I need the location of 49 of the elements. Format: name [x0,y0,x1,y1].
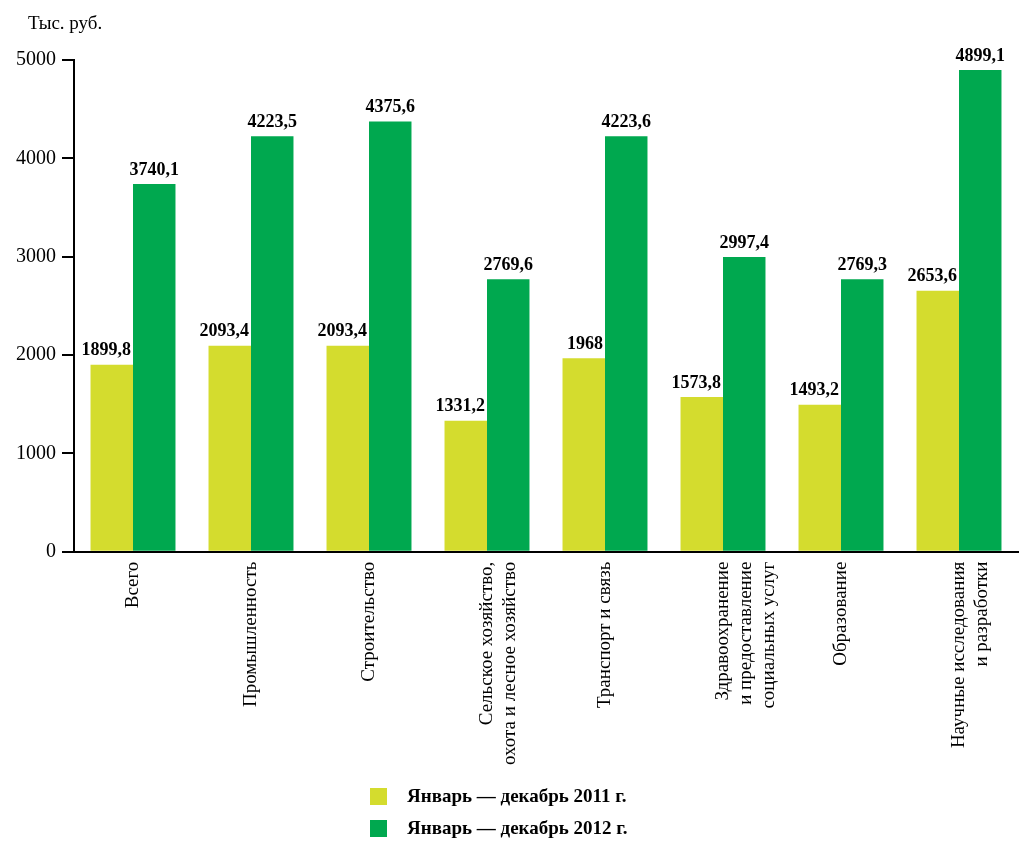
y-tick-label: 3000 [16,243,56,266]
x-tick-label: Научные исследования и разработки [946,561,991,749]
x-tick-label: Здравоохранение и предоставление социальных услуг [710,561,778,709]
bar [841,279,884,551]
x-tick-label: Образование [828,561,850,666]
legend-label: Январь — декабрь 2011 г. [407,785,627,807]
data-label: 2769,3 [837,254,887,274]
data-label: 1968 [567,332,603,353]
data-label: 3740,1 [129,158,179,179]
bar [605,136,648,551]
bar [133,183,176,551]
bar [723,256,766,551]
y-axis-title: Тыс. руб. [28,12,103,34]
bar [680,396,723,551]
data-label: 1493,2 [789,379,839,400]
data-label: 4223,5 [247,111,297,132]
x-tick-label: Всего [120,561,142,609]
legend-label: Январь — декабрь 2012 г. [407,817,628,839]
bar [487,279,530,551]
data-label: 2093,4 [199,320,249,341]
data-label: 4375,6 [365,96,415,117]
x-tick-label: Строительство [356,561,378,682]
data-label: 4223,6 [601,111,651,131]
data-label: 2653,6 [907,265,957,286]
data-label: 1899,8 [81,339,131,360]
x-tick-label: Сельское хозяйство, охота и лесное хозяйство [474,561,519,765]
bar [251,136,294,551]
y-tick-label: 1000 [16,440,56,463]
data-label: 4899,1 [955,44,1005,65]
y-tick-label: 4000 [16,145,56,168]
data-label: 1331,2 [435,395,485,416]
x-tick-label: Транспорт и связь [592,561,614,709]
bar [562,358,605,551]
bar [369,121,412,551]
data-label: 2997,4 [719,231,769,252]
bar [208,345,251,551]
y-tick-label: 5000 [16,47,56,70]
bar [798,404,841,551]
data-label: 2769,6 [483,253,533,274]
data-label: 2093,4 [317,320,367,341]
bar [90,364,133,551]
y-tick-label: 0 [46,538,56,561]
bar [916,290,959,551]
bar [444,420,487,551]
y-tick-label: 2000 [16,342,56,365]
bar [326,345,369,551]
bar [959,69,1002,551]
data-label: 1573,8 [671,371,721,392]
x-tick-label: Промышленность [238,561,260,708]
